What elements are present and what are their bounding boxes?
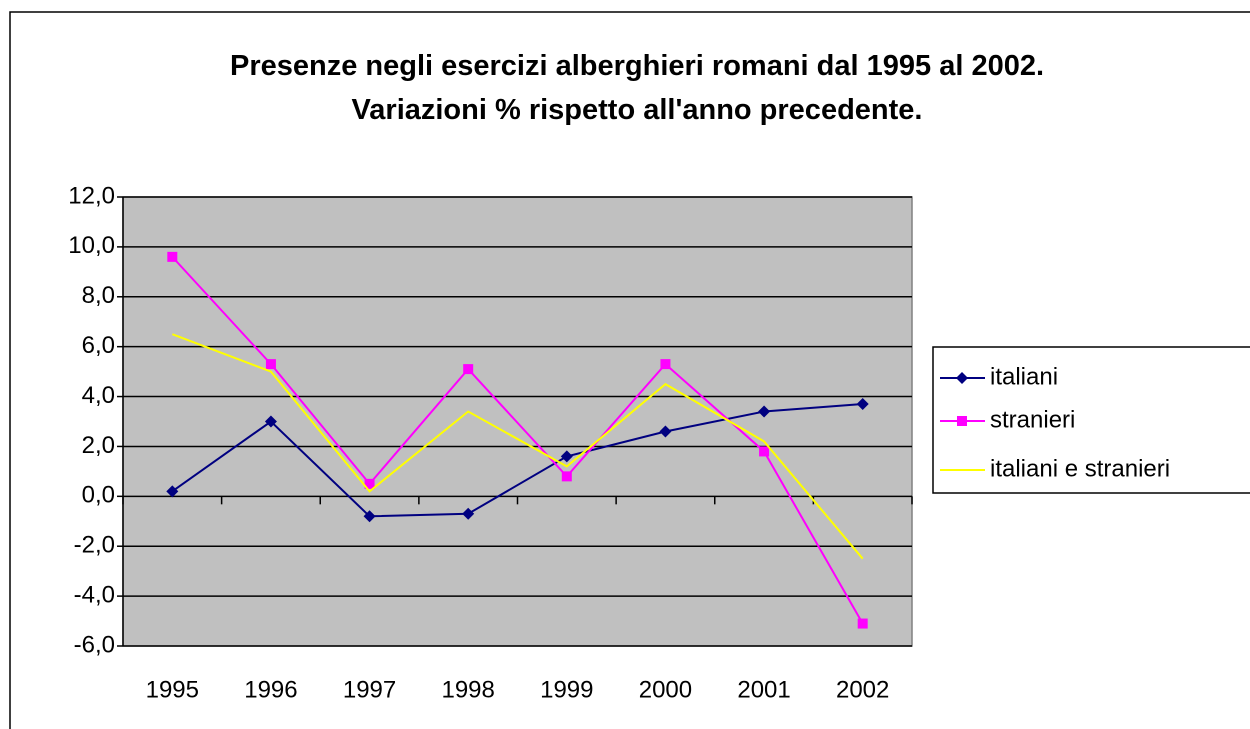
marker <box>264 415 277 428</box>
marker <box>560 450 573 463</box>
legend-marker <box>957 416 967 426</box>
x-tick-label: 1995 <box>146 676 199 703</box>
y-tick-label: 12,0 <box>68 182 115 209</box>
marker <box>758 405 771 418</box>
marker <box>363 510 376 523</box>
x-tick-label: 1999 <box>540 676 593 703</box>
marker <box>462 507 475 520</box>
marker <box>265 359 276 370</box>
y-tick-label: 8,0 <box>82 282 115 309</box>
series-line <box>171 403 863 518</box>
marker <box>364 478 375 489</box>
marker <box>857 618 868 629</box>
marker <box>660 359 671 370</box>
y-tick-label: 0,0 <box>82 482 115 509</box>
x-tick-label: 1997 <box>343 676 396 703</box>
y-tick-label: 10,0 <box>68 232 115 259</box>
y-tick-label: -2,0 <box>74 532 115 559</box>
marker <box>659 425 672 438</box>
marker <box>166 485 179 498</box>
y-tick-label: 2,0 <box>82 432 115 459</box>
marker <box>167 251 178 262</box>
y-tick-label: -4,0 <box>74 581 115 608</box>
series-line <box>171 256 864 625</box>
legend-label: stranieri <box>990 406 1075 433</box>
y-tick-label: 4,0 <box>82 382 115 409</box>
legend-box <box>932 346 1250 494</box>
legend-label: italiani <box>990 363 1058 390</box>
y-tick-label: -6,0 <box>74 631 115 658</box>
marker <box>856 398 869 411</box>
legend-label: italiani e stranieri <box>990 455 1170 482</box>
x-tick-label: 2000 <box>639 676 692 703</box>
x-tick-label: 2002 <box>836 676 889 703</box>
y-tick-label: 6,0 <box>82 332 115 359</box>
marker <box>561 471 572 482</box>
series-line <box>171 333 864 560</box>
x-tick-label: 1998 <box>441 676 494 703</box>
legend-marker <box>956 372 968 384</box>
x-tick-label: 1996 <box>244 676 297 703</box>
marker <box>759 446 770 457</box>
x-tick-label: 2001 <box>737 676 790 703</box>
marker <box>463 364 474 375</box>
chart-title: Presenze negli esercizi alberghieri roma… <box>229 50 1045 126</box>
